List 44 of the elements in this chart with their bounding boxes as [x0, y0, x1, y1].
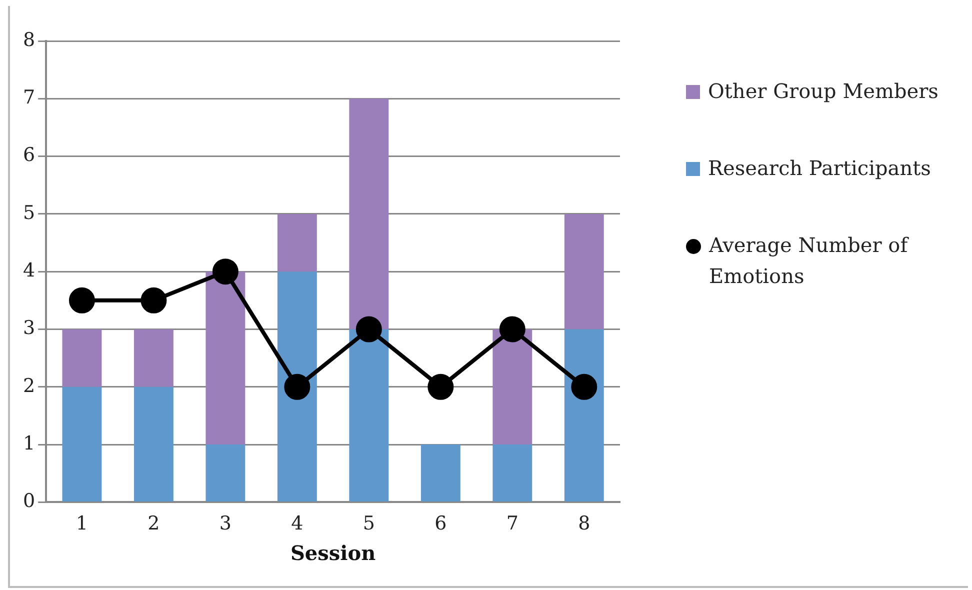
y-tick-label: 7 [22, 86, 36, 109]
legend-label: Other Group Members [708, 78, 938, 105]
x-tick-label: 6 [434, 512, 447, 535]
bar [277, 214, 317, 272]
y-tick-label: 8 [22, 28, 36, 51]
bar [134, 329, 174, 387]
bar [206, 444, 246, 502]
point [571, 374, 598, 400]
bar [349, 98, 389, 330]
x-tick-label: 1 [76, 512, 88, 535]
legend-label: Average Number of Emotions [709, 232, 910, 290]
point [68, 287, 95, 314]
bar [349, 329, 389, 502]
y-tick-label: 6 [22, 144, 36, 166]
x-axis-title: Session [290, 541, 376, 566]
point [284, 374, 310, 400]
x-tick-label: 3 [219, 512, 232, 535]
y-tick-label: 4 [22, 260, 36, 282]
legend-label: Research Participants [708, 155, 931, 182]
bar [62, 329, 102, 387]
point [499, 316, 526, 342]
bar [564, 329, 604, 502]
x-tick-label: 7 [506, 512, 518, 535]
bar [206, 272, 246, 445]
point [140, 287, 167, 314]
bar [62, 386, 102, 502]
x-tick-label: 2 [148, 512, 160, 535]
bar [492, 329, 532, 445]
x-tick-label: 5 [362, 512, 375, 535]
y-tick-label: 0 [22, 490, 36, 512]
bar [277, 272, 317, 502]
bar [134, 386, 174, 502]
bar [564, 214, 604, 330]
y-tick-label: 1 [22, 432, 36, 454]
x-tick-label: 4 [291, 512, 304, 535]
point [212, 258, 238, 285]
point [356, 316, 382, 342]
x-tick-label: 8 [578, 512, 590, 535]
bar [492, 444, 532, 502]
point [428, 374, 454, 400]
y-tick-label: 2 [22, 374, 36, 397]
y-tick-label: 3 [22, 317, 36, 340]
bar [420, 444, 460, 502]
y-tick-label: 5 [22, 202, 36, 224]
